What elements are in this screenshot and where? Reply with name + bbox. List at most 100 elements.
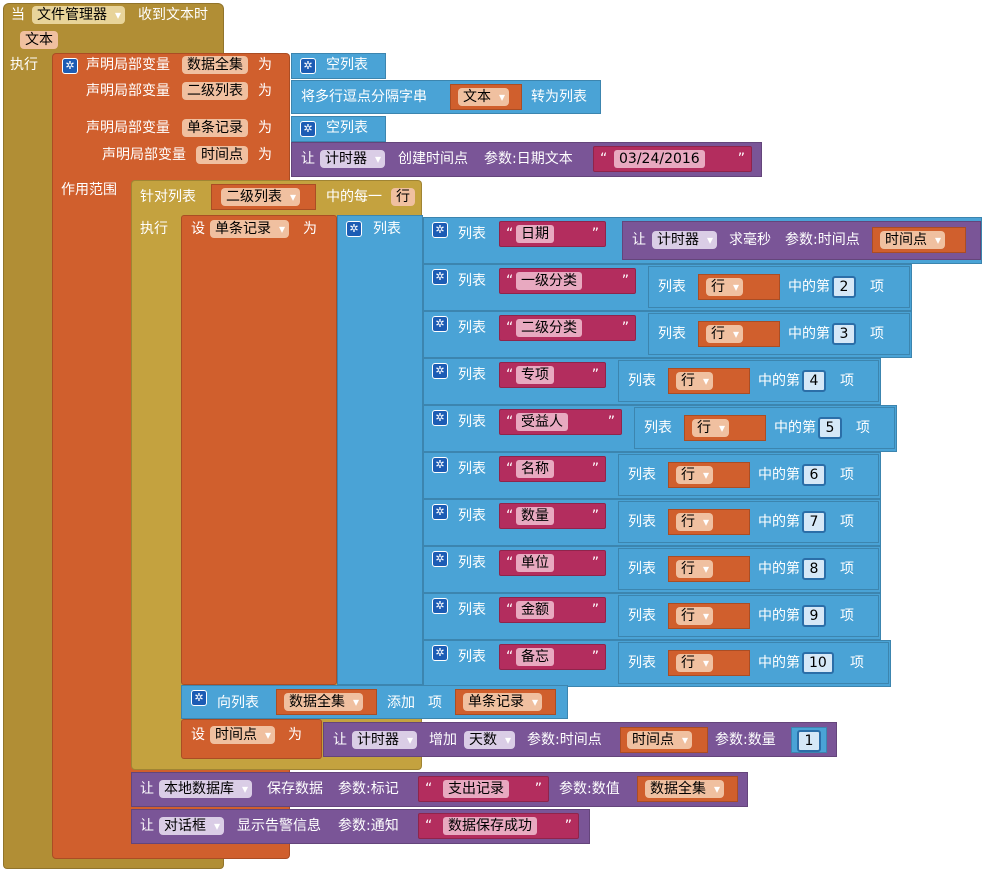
row-key-value[interactable]: 日期 <box>516 225 554 243</box>
select-item-var-dropdown[interactable]: 行 <box>676 513 713 531</box>
select-item-index-field[interactable]: 4 <box>802 370 826 392</box>
select-item-index-field[interactable]: 3 <box>832 323 856 345</box>
row-list-label: 列表 <box>458 508 486 524</box>
add-days-unit-dropdown[interactable]: 天数 <box>464 731 515 749</box>
row-gear-icon[interactable]: ✲ <box>432 457 448 473</box>
row-key-value[interactable]: 二级分类 <box>516 319 582 337</box>
append-value-dropdown[interactable]: 单条记录 <box>463 693 542 711</box>
row-key-value[interactable]: 名称 <box>516 460 554 478</box>
row-key-value[interactable]: 专项 <box>516 366 554 384</box>
tinydb-tag-string-block[interactable]: “ 支出记录 ” <box>418 776 549 802</box>
row-key-string[interactable]: “备忘” <box>499 644 606 670</box>
tinydb-p2-label: 参数:数值 <box>559 781 620 797</box>
empty-list-block-2[interactable] <box>291 116 386 142</box>
make-list-block[interactable] <box>337 215 423 685</box>
select-item-index-field[interactable]: 9 <box>802 605 826 627</box>
select-item-list-label: 列表 <box>628 514 656 530</box>
event-component-dropdown[interactable]: 文件管理器 <box>32 6 125 24</box>
add-days-amount-field[interactable]: 1 <box>797 730 821 752</box>
notifier-msg-string-block[interactable]: “ 数据保存成功 ” <box>418 813 579 839</box>
tinydb-component-dropdown[interactable]: 本地数据库 <box>159 780 252 798</box>
mutator-gear-icon[interactable]: ✲ <box>62 58 78 74</box>
row-key-value[interactable]: 数量 <box>516 507 554 525</box>
split-csv-block[interactable] <box>291 80 601 114</box>
set-record-block[interactable] <box>181 215 337 685</box>
row-key-string[interactable]: “单位” <box>499 550 606 576</box>
select-item-list-label: 列表 <box>628 467 656 483</box>
select-item-var-dropdown[interactable]: 行 <box>676 654 713 672</box>
make-list-gear-icon[interactable]: ✲ <box>346 221 362 237</box>
row-gear-icon[interactable]: ✲ <box>432 269 448 285</box>
add-days-p1-dropdown[interactable]: 时间点 <box>627 731 692 749</box>
select-item-block[interactable] <box>648 313 910 355</box>
foreach-list-dropdown[interactable]: 二级列表 <box>221 188 300 206</box>
row-gear-icon[interactable]: ✲ <box>432 410 448 426</box>
notifier-msg-value[interactable]: 数据保存成功 <box>443 817 537 835</box>
select-item-of-label: 中的第 <box>788 326 830 342</box>
append-gear-icon[interactable]: ✲ <box>191 690 207 706</box>
select-item-var-dropdown[interactable]: 行 <box>676 560 713 578</box>
select-item-index-field[interactable]: 8 <box>802 558 826 580</box>
date-string-block[interactable]: “ 03/24/2016 ” <box>593 146 752 172</box>
var-name-sublist[interactable]: 二级列表 <box>182 82 248 100</box>
set-time-var-dropdown[interactable]: 时间点 <box>210 726 275 744</box>
foreach-item-var[interactable]: 行 <box>391 188 415 206</box>
tinydb-value-dropdown[interactable]: 数据全集 <box>645 780 724 798</box>
row-gear-icon[interactable]: ✲ <box>432 363 448 379</box>
notifier-component-dropdown[interactable]: 对话框 <box>159 817 224 835</box>
ms-component-dropdown[interactable]: 计时器 <box>652 231 717 249</box>
select-item-list-label: 列表 <box>628 373 656 389</box>
row-list-label: 列表 <box>458 414 486 430</box>
row-gear-icon[interactable]: ✲ <box>432 598 448 614</box>
empty-list-gear-icon-2[interactable]: ✲ <box>300 121 316 137</box>
row-gear-icon[interactable]: ✲ <box>432 551 448 567</box>
row-key-string[interactable]: “名称” <box>499 456 606 482</box>
row-key-string[interactable]: “数量” <box>499 503 606 529</box>
row-key-value[interactable]: 受益人 <box>516 413 568 431</box>
var-name-dataset[interactable]: 数据全集 <box>182 56 248 74</box>
row-gear-icon[interactable]: ✲ <box>432 504 448 520</box>
select-item-of-label: 中的第 <box>774 420 816 436</box>
row-key-value[interactable]: 一级分类 <box>516 272 582 290</box>
select-item-index-field[interactable]: 5 <box>818 417 842 439</box>
date-string-value[interactable]: 03/24/2016 <box>614 150 705 168</box>
select-item-var-dropdown[interactable]: 行 <box>706 278 743 296</box>
row-key-string[interactable]: “日期” <box>499 221 606 247</box>
set-record-var-dropdown[interactable]: 单条记录 <box>210 220 289 238</box>
add-days-component-dropdown[interactable]: 计时器 <box>352 731 417 749</box>
row-gear-icon[interactable]: ✲ <box>432 222 448 238</box>
empty-list-gear-icon-1[interactable]: ✲ <box>300 58 316 74</box>
var-name-timepoint[interactable]: 时间点 <box>196 146 248 164</box>
row-gear-icon[interactable]: ✲ <box>432 316 448 332</box>
ms-arg-dropdown[interactable]: 时间点 <box>880 231 945 249</box>
row-key-value[interactable]: 单位 <box>516 554 554 572</box>
row-gear-icon[interactable]: ✲ <box>432 645 448 661</box>
select-item-index-field[interactable]: 10 <box>802 652 834 674</box>
row-key-string[interactable]: “二级分类” <box>499 315 636 341</box>
select-item-block[interactable] <box>634 407 895 449</box>
select-item-index-field[interactable]: 6 <box>802 464 826 486</box>
row-key-string[interactable]: “专项” <box>499 362 606 388</box>
event-param-text[interactable]: 文本 <box>20 31 58 49</box>
var-name-record[interactable]: 单条记录 <box>182 119 248 137</box>
row-key-string[interactable]: “一级分类” <box>499 268 636 294</box>
select-item-var-dropdown[interactable]: 行 <box>676 607 713 625</box>
row-key-string[interactable]: “受益人” <box>499 409 622 435</box>
row-key-string[interactable]: “金额” <box>499 597 606 623</box>
append-list-dropdown[interactable]: 数据全集 <box>284 693 363 711</box>
split-arg-dropdown[interactable]: 文本 <box>458 88 509 106</box>
select-item-var-dropdown[interactable]: 行 <box>692 419 729 437</box>
select-item-var-dropdown[interactable]: 行 <box>706 325 743 343</box>
select-item-suffix-label: 项 <box>840 561 854 577</box>
select-item-index-field[interactable]: 7 <box>802 511 826 533</box>
tinydb-tag-value[interactable]: 支出记录 <box>443 780 509 798</box>
select-item-var-dropdown[interactable]: 行 <box>676 372 713 390</box>
select-item-block[interactable] <box>618 642 889 684</box>
select-item-index-field[interactable]: 2 <box>832 276 856 298</box>
row-key-value[interactable]: 金额 <box>516 601 554 619</box>
select-item-var-dropdown[interactable]: 行 <box>676 466 713 484</box>
row-list-label: 列表 <box>458 649 486 665</box>
tinydb-let-label: 让 <box>140 781 154 797</box>
make-instant-component-dropdown[interactable]: 计时器 <box>320 150 385 168</box>
row-key-value[interactable]: 备忘 <box>516 648 554 666</box>
